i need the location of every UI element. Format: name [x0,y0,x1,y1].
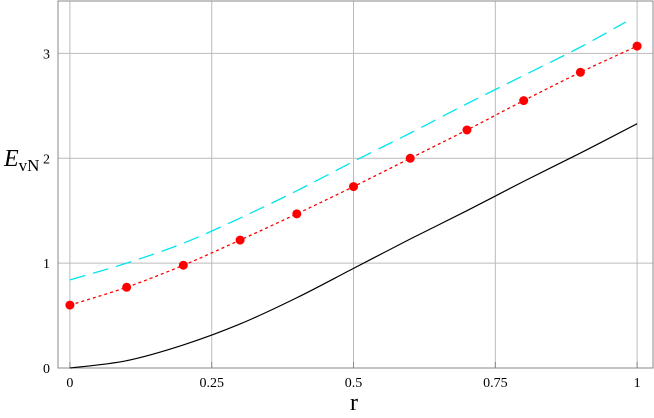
y-tick-label: 2 [43,152,50,167]
x-tick-label: 0 [66,376,73,391]
series-line-0 [69,21,627,281]
series-group [65,21,642,369]
data-point [349,182,359,192]
y-tick-label: 1 [43,257,50,272]
y-tick-label: 0 [43,362,50,377]
data-point [65,300,75,310]
x-tick-label: 0.25 [199,376,224,391]
data-point [178,260,188,270]
y-axis-label: EvN [3,146,39,175]
data-point [575,67,585,77]
data-point [632,41,642,51]
y-axis-label-subscript: vN [19,156,40,175]
plot-frame [57,0,654,369]
data-point [292,209,302,219]
x-tick-label: 1 [634,376,641,391]
x-axis-label: r [350,390,358,413]
data-point [519,96,529,106]
data-point [405,153,415,163]
y-tick-label: 3 [43,47,50,62]
tick-labels: 0 0.25 0.5 0.75 1 0 1 2 3 [43,47,641,391]
data-point [235,235,245,245]
x-tick-label: 0.5 [345,376,363,391]
x-tick-label: 0.75 [483,376,508,391]
data-point [462,125,472,135]
series-line-2 [69,123,638,369]
data-point [122,282,132,292]
